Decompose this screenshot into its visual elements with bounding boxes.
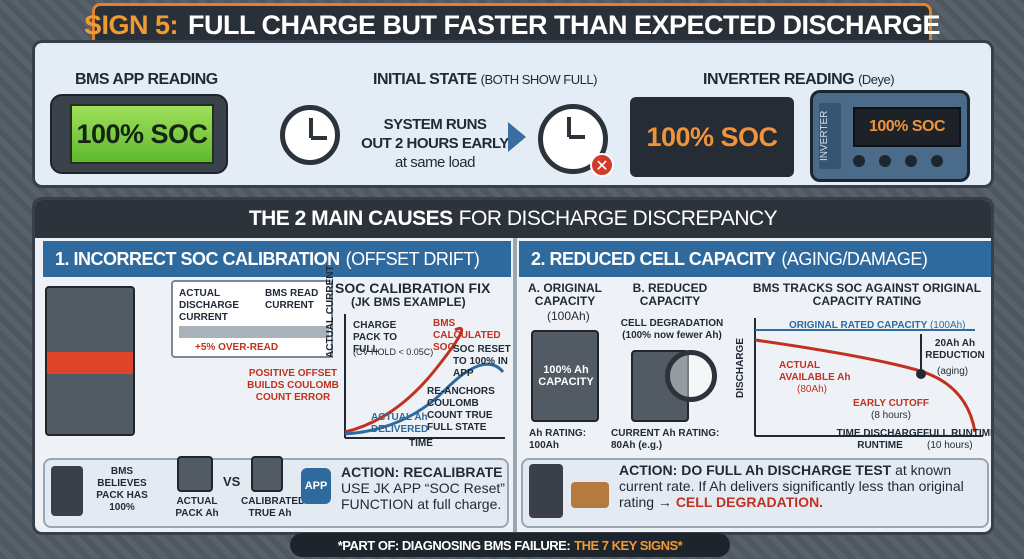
original-line-label: ORIGINAL RATED CAPACITY (100Ah): [789, 320, 966, 331]
inverter-label: INVERTER: [819, 103, 841, 169]
fix-sub: (JK BMS EXAMPLE): [351, 295, 466, 309]
reanchor-label: RE-ANCHORS COULOMB COUNT TRUE FULL STATE: [427, 386, 495, 433]
initial-state-label: INITIAL STATE (BOTH SHOW FULL): [373, 71, 597, 88]
bms-soc-curve: [344, 327, 464, 434]
current-zoom-box: ACTUAL DISCHARGE CURRENT BMS READ CURREN…: [171, 280, 333, 358]
inverter-device: INVERTER 100% SOC: [810, 90, 970, 182]
positive-offset-text: POSITIVE OFFSET BUILDS COULOMB COUNT ERR…: [247, 368, 339, 403]
believes-text: BMS BELIEVES PACK HAS 100%: [96, 466, 148, 513]
actual-ah-curve: [344, 362, 505, 436]
current-rating: CURRENT Ah RATING: 80Ah (e.g.): [611, 428, 720, 451]
full-runtime-label: FULL RUNTIME: [923, 428, 994, 439]
causes-heading: THE 2 MAIN CAUSES FOR DISCHARGE DISCREPAN…: [35, 200, 991, 238]
inverter-screen: 100% SOC: [853, 107, 961, 147]
right-action-text: ACTION: DO FULL Ah DISCHARGE TEST at kno…: [619, 462, 964, 510]
arrow-right-icon: [508, 122, 526, 152]
actual-current-label: ACTUAL DISCHARGE CURRENT: [179, 288, 240, 323]
cause-1-heading: 1. INCORRECT SOC CALIBRATION (OFFSET DRIF…: [43, 241, 511, 277]
original-rating: Ah RATING: 100Ah: [529, 428, 587, 451]
capacity-chart: [754, 318, 983, 437]
soc-reset-label: SOC RESET TO 100% IN APP: [453, 344, 511, 379]
overread-label: +5% OVER-READ: [195, 342, 279, 353]
title-main: FULL CHARGE BUT FASTER THAN EXPECTED DIS…: [188, 9, 941, 40]
wire-shape: [179, 326, 329, 338]
early-cutoff-point: [916, 369, 926, 379]
left-action-text: ACTION: RECALIBRATE USE JK APP “SOC Reset…: [341, 464, 505, 512]
chart-x-label: TIME: [409, 438, 433, 449]
actual-capacity-curve: [754, 338, 977, 433]
clock-icon: [280, 105, 340, 165]
meter-icon: [529, 464, 563, 518]
degradation-note: CELL DEGRADATION (100% now fewer Ah): [620, 318, 724, 341]
actual-available-label: ACTUAL AVAILABLE Ah: [779, 360, 851, 383]
actual-pack-label: ACTUAL PACK Ah: [175, 496, 219, 519]
cause-2-heading: 2. REDUCED CELL CAPACITY (AGING/DAMAGE): [519, 241, 991, 277]
calibrated-label: CALIBRATED TRUE Ah: [241, 496, 306, 519]
error-icon: ✕: [590, 153, 614, 177]
battery-stack-icon: [45, 286, 135, 436]
magnifier-icon: [665, 350, 717, 402]
inverter-reading-label: INVERTER READING (Deye): [703, 71, 895, 88]
highlighted-cell: [47, 352, 133, 374]
bms-read-label: BMS READ CURRENT: [265, 288, 319, 311]
reduction-sub: (aging): [937, 366, 969, 377]
calibration-chart: [344, 314, 505, 439]
original-battery-icon: 100% Ah CAPACITY: [531, 330, 599, 422]
reduced-capacity-title: B. REDUCED CAPACITY: [632, 281, 708, 308]
multimeter-icon: [51, 466, 83, 516]
runtime-x-label: TIME DISCHARGE RUNTIME: [836, 428, 924, 451]
vs-label: VS: [223, 474, 241, 489]
causes-panel: THE 2 MAIN CAUSES FOR DISCHARGE DISCREPAN…: [32, 197, 994, 535]
tracking-chart-title: BMS TRACKS SOC AGAINST ORIGINAL CAPACITY…: [752, 281, 982, 308]
system-runs-text: SYSTEM RUNS OUT 2 HOURS EARLY at same lo…: [361, 116, 509, 171]
phone-icon: 100% SOC: [50, 94, 228, 174]
actual-available-val: (80Ah): [797, 384, 828, 395]
footer-banner: *PART OF: DIAGNOSING BMS FAILURE: THE 7 K…: [290, 533, 730, 557]
early-cutoff-label: EARLY CUTOFF: [853, 398, 929, 409]
app-icon: APP: [301, 468, 331, 504]
original-capacity-sub: (100Ah): [547, 309, 590, 323]
actual-ah-label: ACTUAL Ah DELIVERED: [371, 412, 429, 435]
original-capacity-text: 100% Ah CAPACITY: [538, 364, 594, 388]
cv-hold-label: (CV HOLD < 0.05C): [353, 347, 434, 357]
bms-calculated-label: BMS CALCULATED SOC: [433, 318, 501, 353]
test-board-icon: [571, 482, 609, 508]
bms-app-label: BMS APP READING: [75, 71, 218, 88]
chart-y-label: ACTUAL CURRENT: [325, 265, 336, 358]
capacity-y-label: DISCHARGE: [735, 337, 746, 398]
reduction-label: 20Ah Ah REDUCTION: [925, 338, 985, 361]
bms-soc-display: 100% SOC: [70, 104, 214, 164]
title-prefix: SIGN 5:: [83, 9, 179, 40]
charge-pack-label: CHARGE PACK TO FULL: [353, 320, 398, 355]
calibrated-pack-icon: [251, 456, 283, 492]
page-title: SIGN 5: FULL CHARGE BUT FASTER THAN EXPE…: [84, 3, 941, 47]
full-runtime-val: (10 hours): [927, 440, 973, 451]
fix-title: SOC CALIBRATION FIX: [335, 280, 491, 296]
section-divider: [513, 238, 517, 532]
actual-pack-icon: [177, 456, 213, 492]
early-cutoff-val: (8 hours): [871, 410, 912, 421]
original-capacity-title: A. ORIGINAL CAPACITY: [528, 281, 602, 308]
inverter-soc-display: 100% SOC: [630, 97, 794, 177]
inverter-buttons: [853, 155, 943, 167]
